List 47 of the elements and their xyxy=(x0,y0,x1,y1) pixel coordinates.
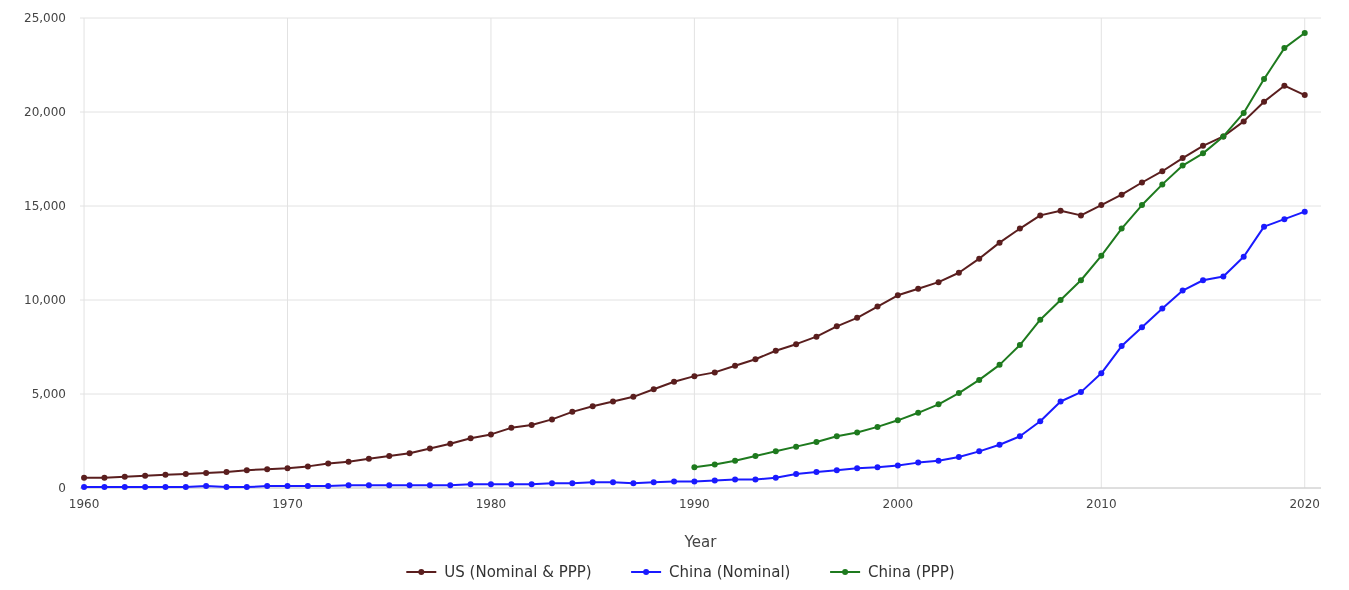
legend-label: China (Nominal) xyxy=(669,563,791,581)
point xyxy=(915,409,922,416)
point xyxy=(1016,342,1023,349)
point xyxy=(1057,297,1064,303)
y-tick-label: 25,000 xyxy=(24,11,66,26)
point xyxy=(854,429,861,436)
x-tick-label: 2010 xyxy=(1086,497,1117,511)
point xyxy=(813,438,820,445)
point xyxy=(772,448,779,455)
point xyxy=(1301,30,1308,37)
point xyxy=(793,443,800,450)
y-tick-label: 0 xyxy=(58,481,66,496)
point xyxy=(976,376,983,383)
point xyxy=(1200,150,1206,157)
x-tick-label: 2000 xyxy=(882,497,914,511)
point xyxy=(1159,181,1166,188)
point xyxy=(1037,316,1044,323)
legend-label: US (Nominal & PPP) xyxy=(444,563,592,581)
point xyxy=(955,390,962,397)
point xyxy=(935,401,942,408)
point xyxy=(1138,202,1145,209)
point xyxy=(833,433,840,440)
point xyxy=(1261,76,1268,83)
y-tick-label: 5,000 xyxy=(31,387,66,402)
point xyxy=(1281,45,1288,52)
point xyxy=(894,417,901,424)
legend-label: China (PPP) xyxy=(868,563,955,581)
point xyxy=(874,423,881,430)
x-axis-title: Year xyxy=(683,533,718,551)
point xyxy=(1077,277,1084,284)
point xyxy=(1098,252,1105,259)
x-tick-label: 1960 xyxy=(68,497,100,511)
point xyxy=(996,361,1003,368)
point xyxy=(752,453,759,460)
point xyxy=(1118,225,1125,232)
y-tick-label: 10,000 xyxy=(24,293,66,308)
point xyxy=(732,457,739,464)
x-tick-label: 1990 xyxy=(679,497,710,511)
point xyxy=(1179,162,1186,169)
x-tick-label: 1980 xyxy=(475,497,507,511)
point xyxy=(1240,109,1247,116)
x-tick-label: 2020 xyxy=(1289,497,1320,511)
x-tick-label: 1970 xyxy=(272,497,303,511)
y-tick-label: 15,000 xyxy=(24,199,66,214)
point xyxy=(711,461,718,468)
point xyxy=(691,464,698,471)
y-tick-label: 20,000 xyxy=(24,105,66,120)
